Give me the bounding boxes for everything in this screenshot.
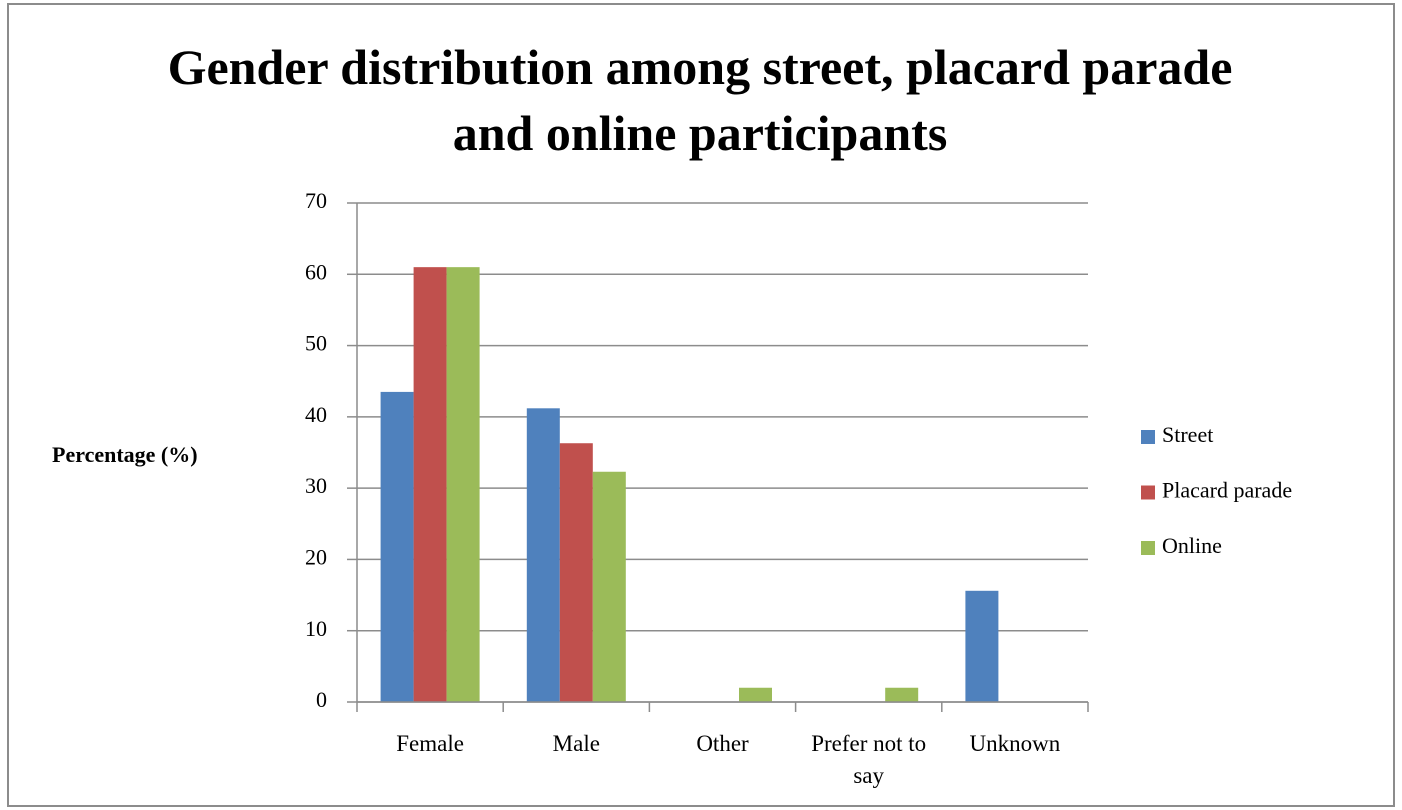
x-tick-label: Unknown: [969, 731, 1061, 756]
bar: [739, 687, 772, 702]
y-tick-label: 60: [305, 259, 327, 284]
y-axis-label: Percentage (%): [52, 442, 198, 467]
y-tick-label: 30: [305, 473, 327, 498]
x-tick-label: Male: [552, 731, 600, 756]
legend-label: Street: [1162, 422, 1213, 447]
legend-label: Online: [1162, 533, 1222, 558]
bar: [559, 443, 593, 702]
y-tick-label: 70: [305, 188, 327, 213]
y-tick-label: 50: [305, 331, 327, 356]
y-tick-label: 0: [316, 687, 327, 712]
bar: [592, 471, 626, 702]
bar: [446, 267, 480, 702]
x-tick-label: Female: [396, 731, 464, 756]
bar: [380, 391, 414, 702]
y-tick-label: 40: [305, 402, 327, 427]
bar: [965, 590, 999, 702]
y-tick-label: 20: [305, 544, 327, 569]
legend-label: Placard parade: [1162, 478, 1292, 503]
y-tick-label: 10: [305, 616, 327, 641]
bar: [885, 687, 919, 702]
x-tick-label: Other: [696, 731, 749, 756]
legend-swatch: [1141, 485, 1155, 500]
legend-swatch: [1141, 430, 1155, 444]
x-tick-label: Prefer not to say: [811, 731, 927, 788]
frame: [7, 3, 1395, 807]
bar: [526, 408, 560, 702]
legend-swatch: [1141, 541, 1155, 555]
bar: [413, 267, 447, 702]
chart-title: Gender distribution among street, placar…: [167, 39, 1233, 161]
